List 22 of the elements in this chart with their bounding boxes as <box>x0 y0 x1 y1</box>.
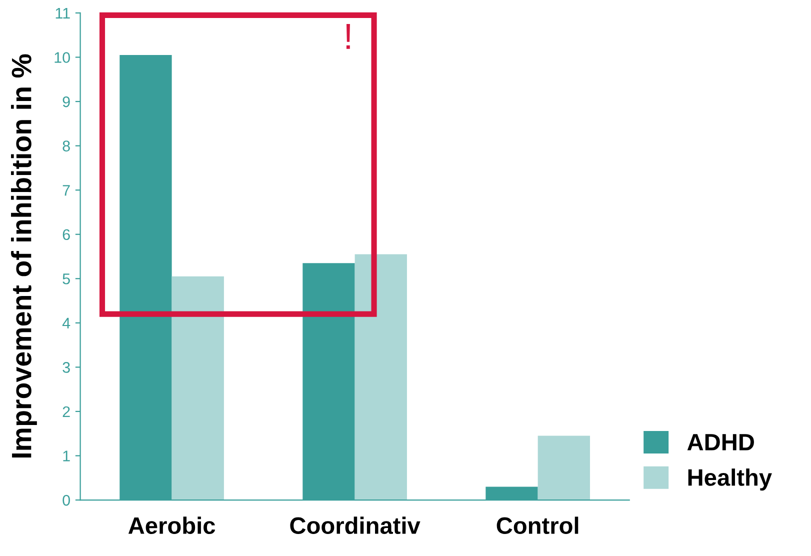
y-tick-label: 10 <box>54 52 70 63</box>
legend-label: Healthy <box>688 468 772 491</box>
bar <box>354 254 407 500</box>
bar <box>172 276 224 500</box>
y-axis-title: Improvement of inhibition in % <box>11 54 37 458</box>
y-tick-label: 11 <box>56 8 70 18</box>
annotation: ! <box>346 24 350 49</box>
y-tick-label: 3 <box>62 362 70 373</box>
y-tick-label: 9 <box>62 96 70 108</box>
y-tick-label: 8 <box>62 140 70 152</box>
y-tick-label: 7 <box>62 185 70 196</box>
y-tick-label: 1 <box>63 450 70 462</box>
legend-label: ADHD <box>687 434 754 450</box>
y-tick-label: 0 <box>62 494 70 506</box>
x-tick-label: Coordinativ <box>290 516 420 534</box>
y-tick-label: 4 <box>62 318 70 328</box>
y-tick-label: 2 <box>62 406 70 417</box>
y-tick-label: 6 <box>62 229 70 240</box>
x-tick-label: Aerobic <box>128 516 216 534</box>
x-tick-label: Control <box>496 516 578 534</box>
y-tick-label: 5 <box>62 274 70 284</box>
bar <box>538 436 590 500</box>
